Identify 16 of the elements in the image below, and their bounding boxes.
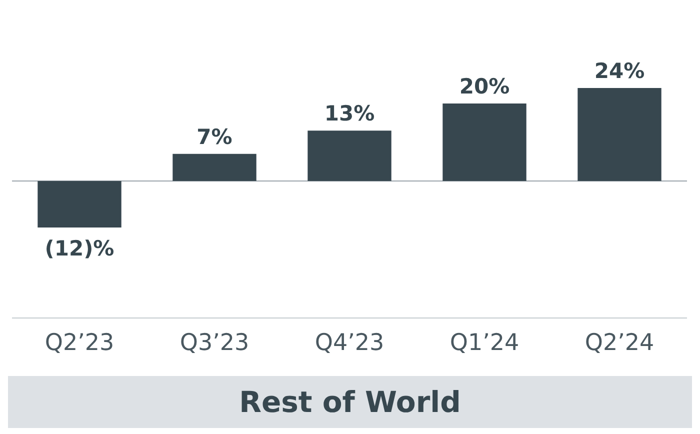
bar — [578, 88, 662, 181]
data-label: 7% — [196, 124, 232, 149]
data-label: 20% — [459, 74, 510, 98]
text: Rest of World — [239, 385, 461, 419]
bar — [38, 181, 122, 228]
bar — [442, 104, 526, 181]
bar — [172, 154, 256, 181]
bar — [308, 130, 392, 181]
x-tick-label: Q4’23 — [314, 330, 384, 356]
data-label: 24% — [594, 59, 645, 83]
x-tick-label: Q2’23 — [44, 330, 114, 356]
data-label: (12)% — [44, 236, 114, 260]
x-tick-label: Q2’24 — [584, 330, 654, 356]
x-tick-label: Q3’23 — [180, 330, 250, 356]
x-tick-label: Q1’24 — [450, 330, 520, 356]
data-label: 13% — [324, 102, 375, 126]
